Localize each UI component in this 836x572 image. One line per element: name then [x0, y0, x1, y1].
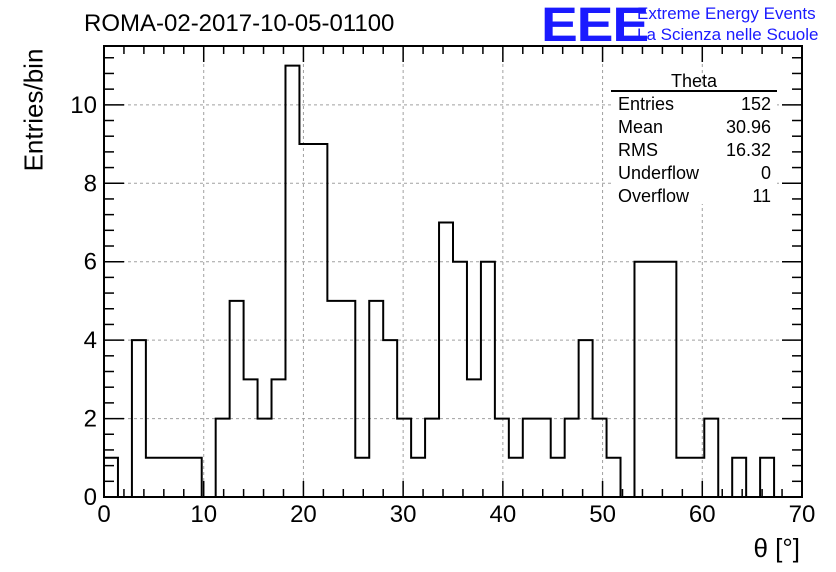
x-tick-label: 60 [689, 501, 716, 528]
histogram-bin [132, 340, 146, 497]
histogram-bin [523, 419, 537, 497]
histogram-bin [662, 262, 676, 497]
histogram-bin [285, 66, 299, 497]
histogram-bin [467, 379, 481, 497]
y-tick-label: 8 [84, 170, 97, 197]
stats-background [611, 86, 777, 204]
logo-line-1: Extreme Energy Events [637, 4, 816, 23]
histogram-bin [509, 458, 523, 497]
x-axis-label: θ [°] [753, 533, 800, 563]
histogram-bin [648, 262, 662, 497]
stats-value: 152 [741, 94, 771, 114]
x-tick-label: 40 [490, 501, 517, 528]
histogram-bin [579, 340, 593, 497]
histogram-bin [593, 419, 607, 497]
histogram-bin [244, 379, 258, 497]
histogram-bin [216, 419, 230, 497]
stats-value: 30.96 [726, 117, 771, 137]
histogram-bin [341, 301, 355, 497]
histogram-bin [174, 458, 188, 497]
histogram-bin [299, 144, 313, 497]
histogram-bin [369, 301, 383, 497]
stats-label: Overflow [618, 186, 690, 206]
histogram-bin [732, 458, 746, 497]
histogram-bin [258, 419, 272, 497]
eee-logo: EEE [541, 0, 649, 52]
y-tick-label: 2 [84, 406, 97, 433]
x-tick-label: 50 [589, 501, 616, 528]
x-tick-label: 0 [97, 501, 110, 528]
histogram-bin [160, 458, 174, 497]
x-tick-label: 70 [789, 501, 816, 528]
stats-label: RMS [618, 140, 658, 160]
histogram-bin [355, 458, 369, 497]
stats-label: Entries [618, 94, 674, 114]
y-tick-label: 0 [84, 484, 97, 511]
stats-value: 16.32 [726, 140, 771, 160]
logo-line-2: La Scienza nelle Scuole [637, 25, 819, 44]
stats-title: Theta [671, 71, 718, 91]
x-tick-label: 20 [290, 501, 317, 528]
x-tick-label: 10 [190, 501, 217, 528]
histogram-bin [453, 262, 467, 497]
histogram-bin [146, 458, 160, 497]
histogram-bin [537, 419, 551, 497]
plot-border [103, 45, 803, 498]
stats-label: Mean [618, 117, 663, 137]
stats-box: Theta Entries 152 Mean 30.96 RMS 16.32 Underflo… [611, 71, 777, 206]
histogram-bin [634, 262, 648, 497]
histogram-series [103, 64, 776, 498]
histogram-bin [383, 340, 397, 497]
histogram-bin [104, 458, 118, 497]
y-tick-label: 6 [84, 249, 97, 276]
y-axis-label: Entries/bin [18, 48, 49, 172]
histogram-bin [327, 301, 341, 497]
histogram-bin [607, 458, 621, 497]
histogram-outline [103, 64, 776, 498]
histogram-bin [188, 458, 202, 497]
histogram-bin [481, 262, 495, 497]
histogram-bin [230, 301, 244, 497]
y-tick-label: 10 [70, 92, 97, 119]
histogram-bin [272, 379, 286, 497]
histogram-bin [704, 419, 718, 497]
x-tick-label: 30 [390, 501, 417, 528]
histogram-bin [425, 419, 439, 497]
plot-frame [103, 45, 803, 498]
stats-value: 0 [761, 163, 771, 183]
histogram-bin [495, 419, 509, 497]
histogram-bin [439, 222, 453, 497]
stats-value: 11 [752, 186, 771, 206]
stats-label: Underflow [618, 163, 700, 183]
histogram-bin [313, 144, 327, 497]
run-title: ROMA-02-2017-10-05-01100 [84, 10, 395, 37]
y-tick-label: 4 [84, 327, 97, 354]
histogram-bin [397, 419, 411, 497]
histogram-bin [676, 458, 690, 497]
axes: 0 10 20 30 40 50 60 70 0 2 4 6 8 10 [70, 46, 815, 528]
histogram-bin [565, 419, 579, 497]
